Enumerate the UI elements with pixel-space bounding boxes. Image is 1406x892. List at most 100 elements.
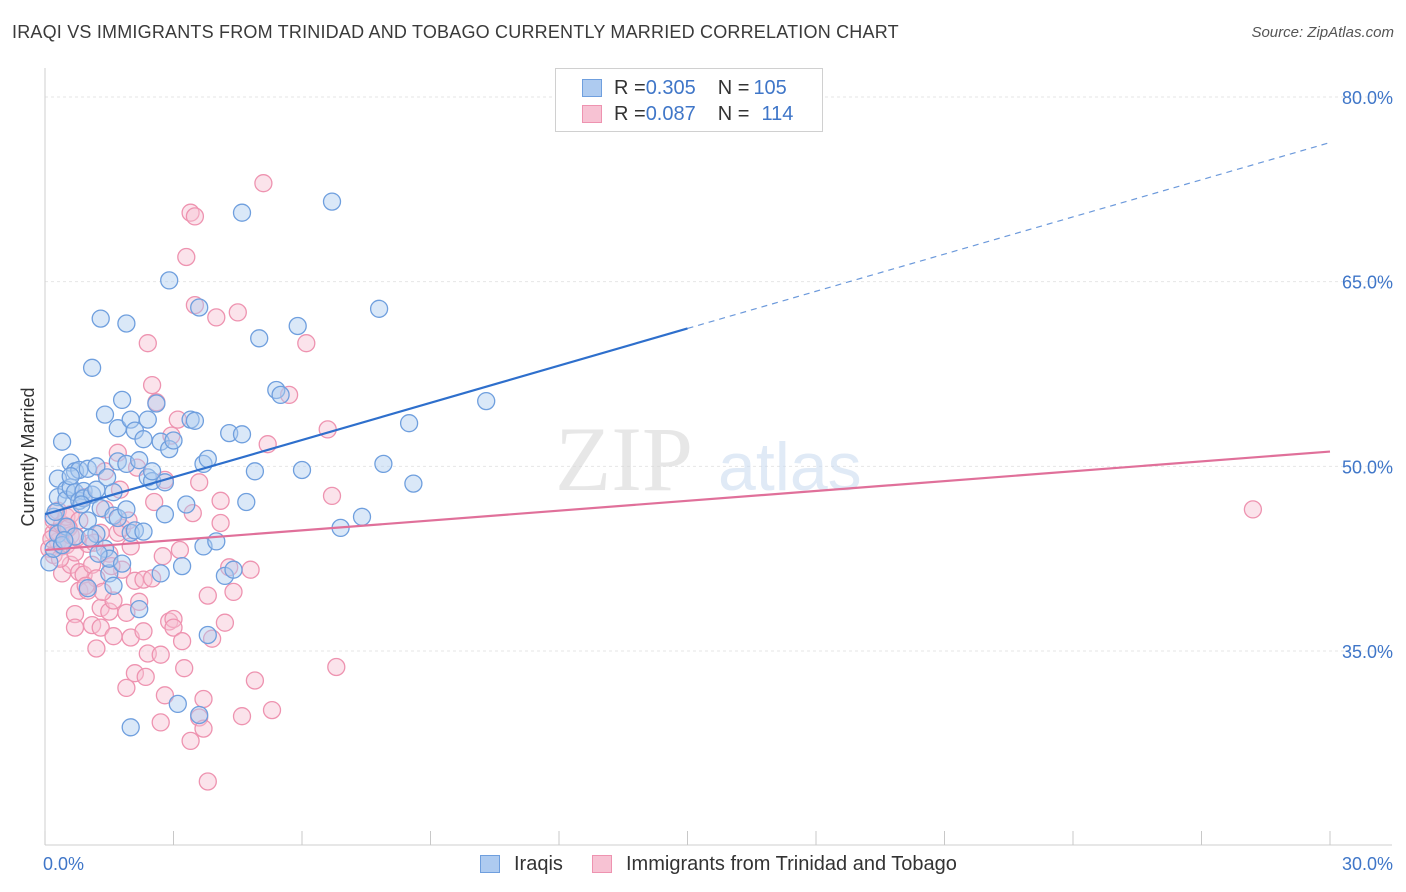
tick-labels: 35.0% 50.0% 65.0% 80.0% 0.0% 30.0% <box>43 88 1393 874</box>
iraqi-point <box>134 522 153 541</box>
iraqi-point <box>160 439 179 459</box>
iraqi-point <box>477 391 496 411</box>
iraqi-point <box>104 576 123 595</box>
trend-line-iraqis-extension <box>687 141 1331 330</box>
series-iraqis-points <box>40 192 496 737</box>
iraqi-point <box>168 694 187 714</box>
iraqi-point <box>151 564 170 583</box>
trinidad-point <box>151 645 170 664</box>
legend-n-label: N = <box>717 102 750 125</box>
trinidad-point <box>224 582 243 602</box>
iraqi-point <box>55 531 74 550</box>
bottom-legend-swatch-iraqis <box>480 855 500 873</box>
iraqi-point <box>130 599 149 619</box>
iraqi-point <box>112 390 132 410</box>
iraqi-point <box>352 507 372 526</box>
y-axis-label: Currently Married <box>18 387 38 526</box>
y-tick-label: 65.0% <box>1342 273 1393 293</box>
iraqi-point <box>61 467 80 486</box>
iraqi-point <box>147 394 166 413</box>
bottom-legend-swatch-trinidad <box>592 855 612 873</box>
trinidad-point <box>211 513 230 533</box>
iraqi-point <box>80 528 100 547</box>
legend-r-value: 0.305 <box>645 76 696 99</box>
trinidad-point <box>215 613 235 632</box>
legend-n-value: 105 <box>753 76 787 99</box>
iraqi-point <box>190 298 209 317</box>
trinidad-point <box>228 303 247 322</box>
iraqi-point <box>245 462 265 481</box>
trinidad-point <box>138 334 157 353</box>
trinidad-point <box>194 719 213 738</box>
source-credit: Source: ZipAtlas.com <box>1251 24 1394 41</box>
iraqi-point <box>399 414 419 433</box>
iraqi-point <box>185 411 205 430</box>
iraqi-point <box>237 492 256 512</box>
watermark: ZIP atlas <box>555 408 862 510</box>
trinidad-point <box>138 644 157 663</box>
iraqi-point <box>172 556 192 576</box>
legend-r-label: R = <box>614 102 646 125</box>
iraqi-point <box>374 454 393 474</box>
trinidad-point <box>76 576 95 595</box>
iraqi-point <box>224 560 243 579</box>
iraqi-point <box>292 460 312 480</box>
y-tick-label: 80.0% <box>1342 88 1393 108</box>
trinidad-point <box>194 689 213 709</box>
trinidad-point <box>1243 500 1263 519</box>
trinidad-point <box>91 618 110 637</box>
iraqi-point <box>40 553 59 572</box>
legend-r-value: 0.087 <box>645 102 696 125</box>
iraqi-point <box>95 405 115 424</box>
trinidad-point <box>198 772 217 791</box>
trinidad-point <box>155 686 175 705</box>
trinidad-point <box>327 657 346 677</box>
trinidad-point <box>117 678 136 698</box>
iraqi-point <box>155 505 175 524</box>
trinidad-point <box>164 618 183 637</box>
iraqi-point <box>232 425 252 444</box>
iraqi-point <box>190 705 209 725</box>
bottom-legend-label-trinidad: Immigrants from Trinidad and Tobago <box>626 852 957 875</box>
trinidad-point <box>65 604 85 624</box>
iraqi-point <box>117 314 136 333</box>
bottom-legend-iraqis: Iraqis <box>480 852 563 876</box>
trinidad-point <box>170 540 190 560</box>
iraqi-point <box>138 410 157 429</box>
legend-n-value: 114 <box>761 102 794 125</box>
legend-swatch-iraqis <box>582 79 602 97</box>
iraqi-point <box>160 271 179 290</box>
x-tick-label: 0.0% <box>43 854 84 874</box>
trinidad-point <box>172 632 192 651</box>
trinidad-point <box>322 486 342 506</box>
trinidad-point <box>207 308 226 327</box>
trinidad-point <box>125 664 145 683</box>
trinidad-point <box>185 207 205 226</box>
trinidad-point <box>181 731 200 751</box>
iraqi-point <box>250 329 269 348</box>
trinidad-point <box>134 622 153 641</box>
legend-swatch-trinidad <box>582 105 602 123</box>
iraqi-point <box>65 527 85 546</box>
trinidad-point <box>297 334 316 353</box>
trinidad-point <box>82 555 102 574</box>
legend-r-label: R = <box>614 76 646 99</box>
trinidad-point <box>151 713 170 732</box>
trinidad-point <box>262 700 282 720</box>
trinidad-point <box>87 639 106 658</box>
iraqi-point <box>78 579 97 598</box>
iraqi-point <box>117 500 136 519</box>
iraqi-point <box>134 430 153 449</box>
iraqi-point <box>89 544 108 563</box>
iraqi-point <box>322 192 342 211</box>
trinidad-point <box>232 707 252 726</box>
iraqi-point <box>82 358 102 377</box>
legend-n-label: N = <box>717 76 750 99</box>
axes <box>44 68 1392 846</box>
trinidad-point <box>211 491 230 510</box>
trinidad-point <box>190 473 209 492</box>
iraqi-point <box>232 203 252 222</box>
trend-lines <box>44 141 1331 552</box>
trinidad-point <box>142 569 162 588</box>
iraqi-point <box>87 457 106 476</box>
